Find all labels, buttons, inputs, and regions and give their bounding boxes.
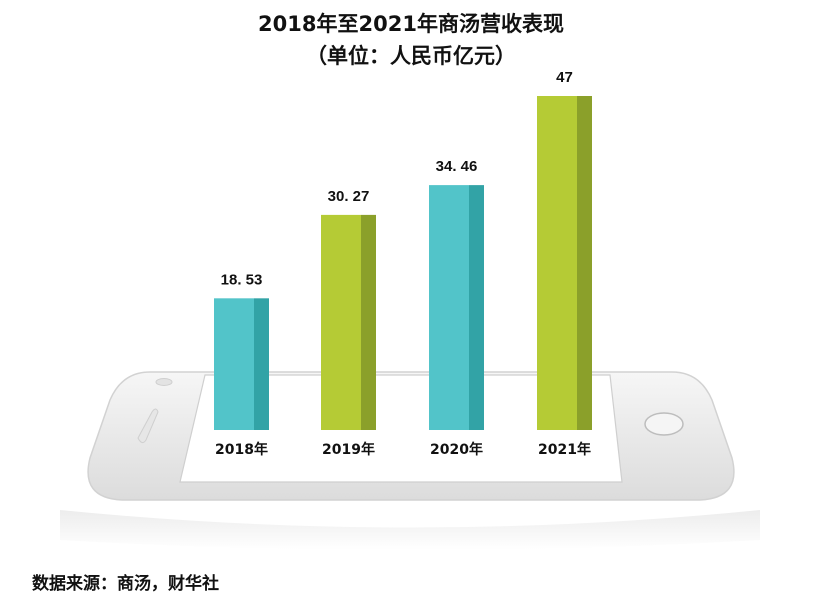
data-label: 47: [556, 69, 573, 86]
chart-subtitle: （单位：人民币亿元）: [306, 44, 516, 68]
category-label: 2018年: [215, 441, 268, 458]
phone-camera-dot: [155, 378, 173, 386]
bar-side-2019年: [361, 214, 376, 430]
phone-home-button: [644, 412, 684, 436]
bar-side-2018年: [254, 298, 269, 430]
source-note: 数据来源：商汤，财华社: [32, 574, 219, 594]
category-label: 2020年: [430, 441, 483, 458]
data-label: 18. 53: [221, 271, 263, 288]
category-label: 2019年: [322, 441, 375, 458]
data-label: 34. 46: [436, 158, 478, 175]
category-label: 2021年: [538, 441, 591, 458]
chart-title: 2018年至2021年商汤营收表现: [258, 12, 564, 36]
data-label: 30. 27: [328, 188, 370, 205]
bar-2019年: [321, 214, 361, 430]
bar-side-2021年: [577, 96, 592, 430]
phone-illustration: [60, 371, 760, 550]
bar-side-2020年: [469, 185, 484, 430]
bar-2020年: [429, 185, 469, 430]
bar-2021年: [537, 96, 577, 430]
phone-speaker: [137, 408, 159, 444]
bars-group: 18. 53 2018年 30. 27 2019年 34. 46 2020年 47 2021年: [214, 69, 592, 458]
bar-2018年: [214, 298, 254, 430]
